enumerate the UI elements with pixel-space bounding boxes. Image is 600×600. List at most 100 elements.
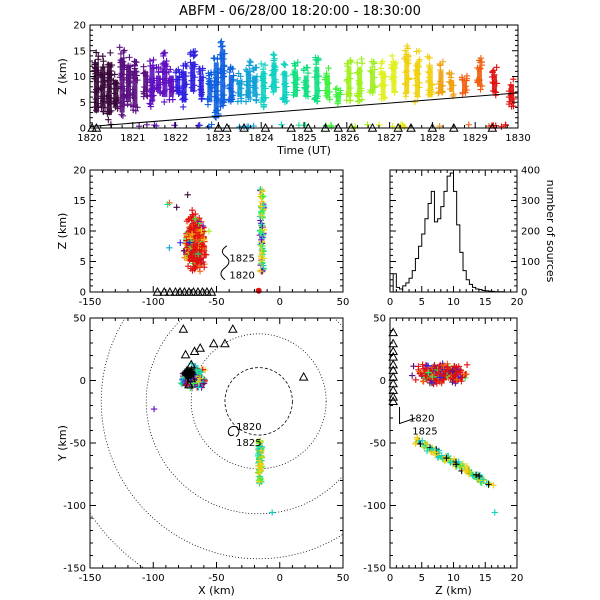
source-plus <box>453 376 461 383</box>
x-tick-label: 20 <box>511 297 524 308</box>
source-plus <box>100 58 107 65</box>
annotation-1820: 1820 <box>236 422 261 433</box>
source-plus <box>258 188 266 195</box>
y-tick-label: 20 <box>73 21 86 32</box>
y-tick-label: 15 <box>73 196 86 207</box>
x-z-axes: -150 -100 -50 0 50 0 5 10 15 20 Z (km) <box>56 166 349 309</box>
station-triangle <box>388 359 399 369</box>
source-plus <box>258 249 265 257</box>
z-y-axes: 0 5 10 15 20 -150 -100 -50 0 50 Z (km) <box>363 314 523 598</box>
source-plus <box>195 378 202 385</box>
source-plus <box>205 227 213 235</box>
storm-track <box>399 406 416 425</box>
source-plus <box>404 45 412 52</box>
source-plus <box>408 372 416 379</box>
source-plus <box>435 365 443 373</box>
x-axis-label: X (km) <box>198 584 235 597</box>
source-plus <box>255 478 263 485</box>
source-cluster <box>237 79 243 98</box>
source-plus <box>388 52 396 60</box>
source-cluster <box>260 71 266 103</box>
station-triangle <box>220 338 230 348</box>
source-plus <box>180 247 188 255</box>
source-plus <box>429 373 436 381</box>
source-cluster <box>391 66 397 92</box>
source-plus <box>179 103 187 111</box>
storm-track <box>227 425 240 438</box>
source-cluster <box>207 79 213 103</box>
x-tick-label: 1827 <box>377 133 402 144</box>
source-plus <box>177 239 184 246</box>
source-plus <box>443 454 450 462</box>
source-plus <box>411 98 419 106</box>
source-plus <box>257 460 264 467</box>
source-cluster <box>476 66 482 87</box>
source-cluster <box>155 75 161 92</box>
source-plus <box>169 96 176 103</box>
source-plus <box>258 203 265 210</box>
source-cluster <box>228 75 234 103</box>
source-plus <box>189 267 196 274</box>
station-triangle <box>298 371 309 381</box>
source-plus <box>199 67 206 74</box>
y-axis-label: Y (km) <box>56 425 69 462</box>
source-plus <box>253 96 260 103</box>
source-plus <box>451 372 458 379</box>
x-tick-label: 0 <box>277 573 283 584</box>
station-triangle <box>186 372 197 382</box>
source-plus <box>193 251 201 259</box>
x-tick-label: 50 <box>337 573 350 584</box>
station-triangle <box>195 342 206 352</box>
source-cluster <box>106 62 112 116</box>
source-plus <box>132 107 140 115</box>
y-tick-label: 300 <box>521 196 540 207</box>
source-plus <box>126 54 133 61</box>
source-plus <box>486 480 493 487</box>
station-triangle <box>388 391 399 401</box>
source-plus <box>164 201 171 208</box>
source-plus <box>196 379 203 386</box>
source-plus <box>227 66 234 73</box>
source-cluster <box>132 71 138 108</box>
source-cluster <box>143 71 149 92</box>
source-plus <box>171 122 178 129</box>
station-triangle <box>388 346 399 356</box>
source-plus <box>446 69 453 76</box>
source-plus <box>326 96 333 103</box>
x-axis-label: Time (UT) <box>276 144 331 157</box>
source-plus <box>457 367 464 374</box>
source-plus <box>188 206 196 214</box>
source-plus <box>204 101 212 108</box>
source-plus <box>392 59 400 67</box>
x-tick-label: 1826 <box>334 133 359 144</box>
source-plus <box>196 122 203 129</box>
trend-line <box>89 92 519 127</box>
source-cluster <box>168 75 174 98</box>
source-plus <box>255 470 262 477</box>
source-plus <box>416 56 423 63</box>
source-plus <box>260 192 267 200</box>
x-tick-label: 1828 <box>420 133 445 144</box>
source-plus <box>451 363 458 370</box>
source-plus <box>159 50 167 58</box>
source-plus <box>401 123 408 131</box>
annotation-1820: 1820 <box>409 413 434 424</box>
y-tick-label: 0 <box>80 124 86 135</box>
source-plus <box>437 61 444 69</box>
x-tick-label: 1820 <box>77 133 102 144</box>
x-z-panel: 1820 1825 -150 -100 -50 0 50 0 5 10 15 20 Z (km) <box>56 166 349 309</box>
source-plus <box>194 369 201 377</box>
source-cluster <box>404 57 410 92</box>
y-tick-label: 400 <box>521 166 540 177</box>
source-plus <box>421 366 429 374</box>
source-cluster <box>449 79 455 92</box>
source-plus <box>439 58 447 65</box>
source-plus <box>358 60 366 67</box>
x-tick-label: 15 <box>479 573 492 584</box>
source-plus <box>175 66 182 73</box>
source-cluster <box>93 62 99 113</box>
annotation-1820: 1820 <box>229 271 254 282</box>
source-plus <box>189 257 197 264</box>
y-tick-label: 15 <box>73 46 86 57</box>
